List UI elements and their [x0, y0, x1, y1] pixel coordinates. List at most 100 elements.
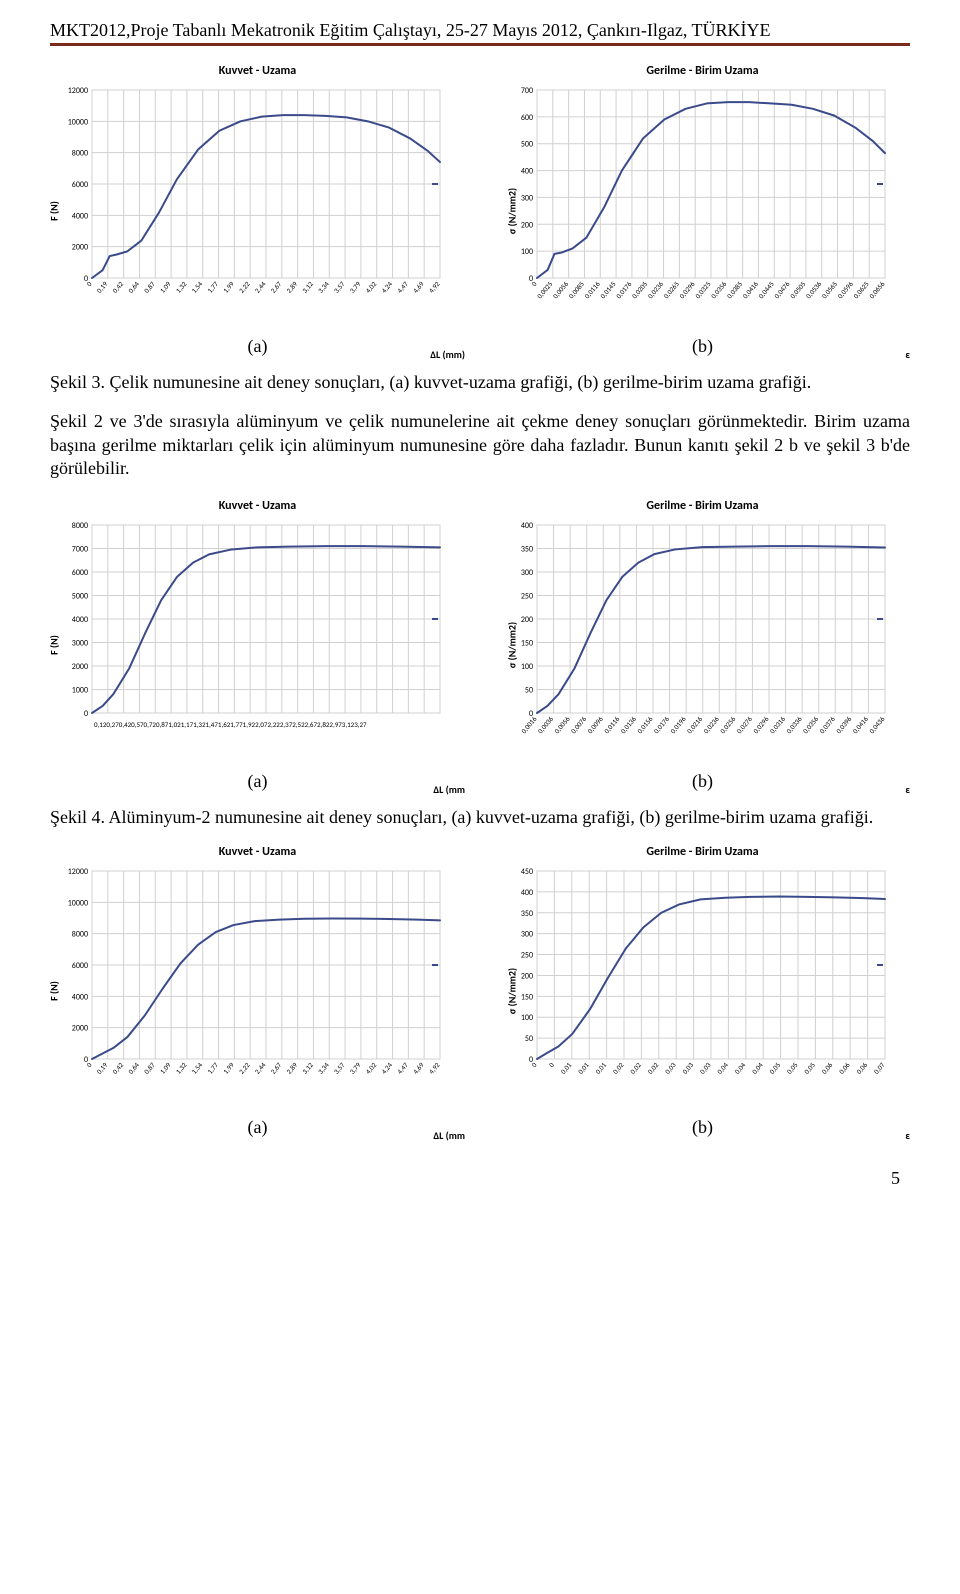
svg-text:0,0336: 0,0336: [784, 714, 804, 735]
fig5-b-label: (b): [495, 1117, 910, 1138]
svg-text:0,0056: 0,0056: [551, 279, 571, 300]
page-header: MKT2012,Proje Tabanlı Mekatronik Eğitim …: [50, 20, 910, 46]
svg-text:0,0096: 0,0096: [585, 714, 605, 735]
svg-text:3,57: 3,57: [332, 1060, 347, 1076]
fig5-chart-b: Gerilme - Birim Uzama σ (N/mm2) 05010015…: [495, 845, 910, 1138]
svg-text:0,01: 0,01: [593, 1060, 608, 1076]
svg-text:0: 0: [547, 1060, 556, 1069]
fig5-a-ylabel: F (N): [47, 982, 60, 1002]
fig5-a-svg: 02000400060008000100001200000,190,420,64…: [50, 865, 450, 1095]
svg-text:4,47: 4,47: [395, 279, 410, 295]
svg-text:0,0265: 0,0265: [661, 279, 681, 300]
svg-text:0,06: 0,06: [837, 1060, 852, 1076]
svg-text:0,03: 0,03: [663, 1060, 678, 1076]
svg-text:0,0356: 0,0356: [801, 714, 821, 735]
svg-text:0,0116: 0,0116: [582, 279, 602, 300]
svg-text:0,19: 0,19: [94, 279, 109, 295]
svg-text:2000: 2000: [72, 243, 88, 253]
svg-text:0,0156: 0,0156: [635, 714, 655, 735]
svg-text:350: 350: [521, 544, 533, 554]
svg-text:0,0216: 0,0216: [685, 714, 705, 735]
fig4-b-label: (b): [495, 771, 910, 792]
svg-text:4,92: 4,92: [427, 279, 442, 295]
svg-text:1,54: 1,54: [189, 279, 204, 295]
fig4-b-ylabel: σ (N/mm2): [506, 622, 519, 668]
svg-text:7000: 7000: [72, 544, 88, 554]
svg-text:1,77: 1,77: [205, 279, 220, 295]
svg-text:0,0316: 0,0316: [768, 714, 788, 735]
svg-text:1,77: 1,77: [205, 1060, 220, 1076]
svg-text:4,69: 4,69: [411, 279, 426, 295]
svg-text:0,02: 0,02: [645, 1060, 660, 1076]
svg-text:4,69: 4,69: [411, 1060, 426, 1076]
svg-text:0,120,270,420,570,720,871,021,: 0,120,270,420,570,720,871,021,171,321,47…: [94, 720, 367, 729]
svg-text:200: 200: [521, 220, 533, 230]
fig5-a-label: (a): [50, 1117, 465, 1138]
svg-text:0,0036: 0,0036: [536, 714, 556, 735]
svg-text:10000: 10000: [68, 898, 88, 908]
svg-text:450: 450: [521, 867, 533, 877]
fig4-a-svg: 0100020003000400050006000700080000,120,2…: [50, 519, 450, 749]
svg-text:350: 350: [521, 909, 533, 919]
svg-text:300: 300: [521, 568, 533, 578]
svg-text:0,42: 0,42: [110, 279, 125, 295]
svg-text:0,0596: 0,0596: [835, 279, 855, 300]
svg-text:0,0276: 0,0276: [735, 714, 755, 735]
fig3-chart-b: Gerilme - Birim Uzama σ (N/mm2) 01002003…: [495, 64, 910, 357]
svg-text:2,67: 2,67: [268, 279, 283, 295]
svg-text:300: 300: [521, 930, 533, 940]
svg-text:0,0565: 0,0565: [820, 279, 840, 300]
svg-text:0: 0: [84, 1060, 93, 1069]
fig5-row: Kuvvet - Uzama F (N) 0200040006000800010…: [50, 845, 910, 1138]
fig5-b-title: Gerilme - Birim Uzama: [495, 845, 910, 859]
svg-text:0,0176: 0,0176: [652, 714, 672, 735]
fig3-chart-a: Kuvvet - Uzama F (N) 0200040006000800010…: [50, 64, 465, 357]
svg-text:0: 0: [84, 279, 93, 288]
svg-text:2,89: 2,89: [284, 1060, 299, 1076]
svg-text:2000: 2000: [72, 1024, 88, 1034]
svg-text:0,04: 0,04: [715, 1060, 730, 1076]
svg-text:0,0236: 0,0236: [646, 279, 666, 300]
svg-text:100: 100: [521, 1013, 533, 1023]
svg-text:1,99: 1,99: [221, 1060, 236, 1076]
svg-text:3,12: 3,12: [300, 279, 315, 295]
svg-text:0,04: 0,04: [750, 1060, 765, 1076]
svg-text:0,02: 0,02: [611, 1060, 626, 1076]
svg-text:0,0196: 0,0196: [668, 714, 688, 735]
svg-text:2,22: 2,22: [237, 1060, 252, 1076]
svg-text:0,04: 0,04: [732, 1060, 747, 1076]
svg-text:1,09: 1,09: [158, 279, 173, 295]
svg-text:0,19: 0,19: [94, 1060, 109, 1076]
svg-text:4,24: 4,24: [379, 279, 394, 295]
svg-text:0,06: 0,06: [854, 1060, 869, 1076]
svg-text:10000: 10000: [68, 117, 88, 127]
svg-text:0,0076: 0,0076: [569, 714, 589, 735]
fig3-a-title: Kuvvet - Uzama: [50, 64, 465, 78]
svg-text:200: 200: [521, 615, 533, 625]
svg-text:4000: 4000: [72, 211, 88, 221]
fig3-a-ylabel: F (N): [47, 201, 60, 221]
fig3-b-xlabel: ε: [905, 348, 910, 361]
fig3-b-title: Gerilme - Birim Uzama: [495, 64, 910, 78]
svg-text:12000: 12000: [68, 867, 88, 877]
svg-text:0,0396: 0,0396: [834, 714, 854, 735]
svg-text:0,0625: 0,0625: [851, 279, 871, 300]
fig4-b-svg: 0501001502002503003504000,00160,00360,00…: [495, 519, 895, 749]
fig3-a-svg: 02000400060008000100001200000,190,420,64…: [50, 84, 450, 314]
svg-text:0,06: 0,06: [819, 1060, 834, 1076]
svg-text:1,54: 1,54: [189, 1060, 204, 1076]
svg-text:3,34: 3,34: [316, 1060, 331, 1076]
intermediate-text: Şekil 2 ve 3'de sırasıyla alüminyum ve ç…: [50, 410, 910, 480]
svg-text:250: 250: [521, 591, 533, 601]
svg-text:6000: 6000: [72, 961, 88, 971]
svg-text:3,79: 3,79: [348, 279, 363, 295]
svg-text:0,01: 0,01: [576, 1060, 591, 1076]
svg-text:0,0476: 0,0476: [772, 279, 792, 300]
fig4-a-label: (a): [50, 771, 465, 792]
svg-text:0,64: 0,64: [126, 279, 141, 295]
svg-text:3,57: 3,57: [332, 279, 347, 295]
fig5-chart-a: Kuvvet - Uzama F (N) 0200040006000800010…: [50, 845, 465, 1138]
svg-text:0,64: 0,64: [126, 1060, 141, 1076]
svg-text:0,42: 0,42: [110, 1060, 125, 1076]
svg-text:8000: 8000: [72, 930, 88, 940]
